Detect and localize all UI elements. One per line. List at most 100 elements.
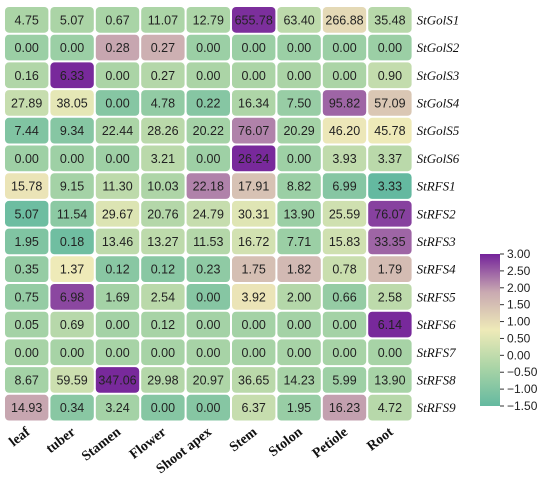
heatmap-cell [322, 173, 367, 199]
colorbar-tick-label: −1.00 [507, 382, 538, 396]
cell-value-label: 0.00 [196, 69, 220, 83]
heatmap-cell [186, 367, 230, 393]
cell-value-label: 5.07 [15, 207, 39, 221]
heatmap-cell [232, 200, 276, 227]
cell-value-label: 0.00 [60, 346, 84, 360]
heatmap-cell [141, 284, 185, 310]
colorbar-tick-label: −0.50 [507, 365, 538, 379]
heatmap-cell [95, 339, 140, 366]
colorbar-tick-label: 2.00 [507, 281, 531, 295]
heatmap-cell [95, 284, 140, 310]
colorbar-tick-label: 2.50 [507, 264, 531, 278]
heatmap-cell [186, 117, 230, 144]
cell-value-label: 0.35 [15, 263, 39, 277]
heatmap-cell [232, 62, 276, 89]
heatmap-cell [141, 311, 185, 338]
cell-value-label: 0.67 [105, 13, 129, 27]
cell-value-label: 0.16 [15, 69, 39, 83]
heatmap-cell [5, 62, 49, 89]
heatmap-cell [277, 7, 321, 33]
cell-value-label: 0.00 [196, 290, 220, 304]
heatmap-cell [186, 7, 230, 33]
heatmap-cell [5, 90, 49, 116]
cell-value-label: 0.00 [242, 346, 266, 360]
heatmap-cell [277, 173, 321, 199]
cell-value-label: 3.21 [151, 152, 175, 166]
heatmap-cell [322, 7, 367, 33]
colorbar-tick-label: 1.00 [507, 315, 531, 329]
heatmap-cell [5, 173, 49, 199]
heatmap-cell [232, 394, 276, 421]
cell-value-label: 7.71 [287, 235, 311, 249]
row-label: StRFS7 [417, 345, 456, 360]
cell-value-label: 3.33 [378, 180, 402, 194]
cell-value-label: 0.00 [287, 346, 311, 360]
column-label: Stamen [79, 425, 124, 465]
heatmap-cell [50, 173, 94, 199]
cell-value-label: 0.00 [332, 346, 356, 360]
heatmap-cell [232, 339, 276, 366]
cell-value-label: 0.00 [378, 41, 402, 55]
cell-value-label: 3.92 [242, 290, 266, 304]
cell-value-label: 29.98 [147, 373, 178, 387]
cell-value-label: 0.12 [151, 318, 175, 332]
cell-value-label: 11.53 [193, 235, 223, 249]
cell-value-label: 59.59 [56, 373, 87, 387]
heatmap-cell [5, 256, 49, 282]
column-label: tuber [44, 425, 79, 457]
heatmap-cell [141, 7, 185, 33]
cell-value-label: 0.00 [105, 152, 129, 166]
heatmap-cell [186, 62, 230, 89]
heatmap-cell [368, 284, 412, 310]
cell-value-label: 30.31 [238, 207, 269, 221]
row-label: StRFS1 [417, 179, 456, 194]
cell-value-label: 2.58 [378, 290, 402, 304]
cell-value-label: 0.00 [151, 346, 175, 360]
heatmap-cell [277, 367, 321, 393]
heatmap-cell [368, 173, 412, 199]
heatmap-cell [50, 394, 94, 421]
cell-value-label: 5.07 [60, 13, 84, 27]
cell-value-label: 2.54 [151, 290, 175, 304]
heatmap-cell [186, 339, 230, 366]
cell-value-label: 0.00 [196, 41, 220, 55]
cell-value-label: 4.78 [151, 96, 175, 110]
heatmap-cell [277, 228, 321, 255]
heatmap-cell [5, 339, 49, 366]
cell-value-label: 6.98 [60, 290, 84, 304]
heatmap-cell [5, 34, 49, 61]
column-label: Stem [227, 425, 260, 456]
cell-value-label: 0.12 [151, 263, 175, 277]
cell-value-label: 24.79 [193, 207, 224, 221]
heatmap-cell [322, 256, 367, 282]
heatmap-cell [141, 117, 185, 144]
cell-value-label: 17.91 [238, 180, 269, 194]
heatmap-cell [368, 90, 412, 116]
row-label: StRFS3 [417, 234, 456, 249]
cell-value-label: 347.06 [98, 373, 136, 387]
colorbar-gradient [480, 254, 500, 406]
cell-value-label: 0.75 [15, 290, 39, 304]
heatmap-cell [186, 145, 230, 172]
cell-value-label: 1.69 [105, 290, 129, 304]
cell-value-label: 1.82 [287, 263, 311, 277]
heatmap-cell [95, 62, 140, 89]
row-label: StGolS3 [417, 68, 460, 83]
cell-value-label: 46.20 [329, 124, 360, 138]
cell-value-label: 28.26 [147, 124, 178, 138]
cell-value-label: 0.00 [287, 69, 311, 83]
cell-value-label: 0.05 [15, 318, 39, 332]
cell-value-label: 0.00 [242, 41, 266, 55]
cell-value-label: 1.79 [378, 263, 402, 277]
heatmap-cell [277, 394, 321, 421]
cell-value-label: 3.93 [332, 152, 356, 166]
cell-value-label: 13.90 [283, 207, 314, 221]
column-label: leaf [7, 425, 34, 450]
heatmap-cell [368, 200, 412, 227]
cell-value-label: 13.27 [147, 235, 178, 249]
cell-value-label: 20.76 [147, 207, 178, 221]
cell-value-label: 0.00 [60, 41, 84, 55]
cell-value-label: 95.82 [329, 96, 360, 110]
cell-value-label: 22.44 [102, 124, 133, 138]
